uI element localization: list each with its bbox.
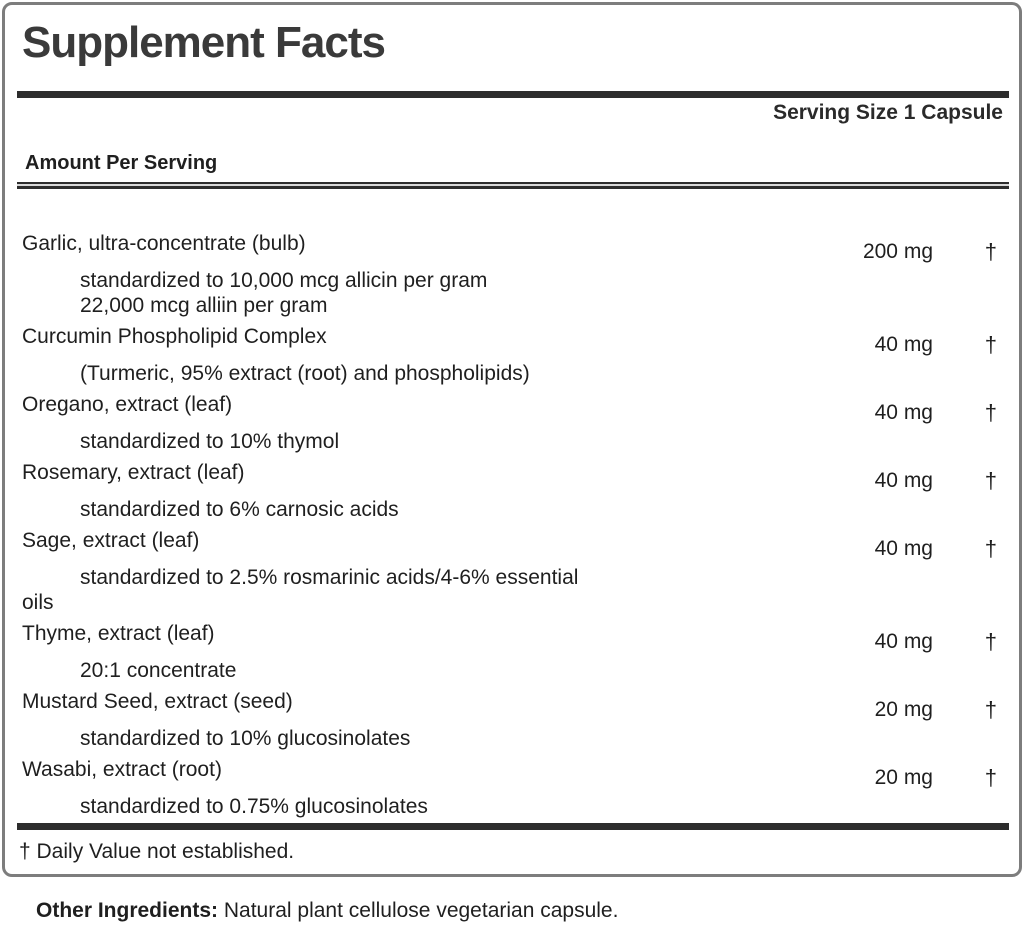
daily-value-dagger: † [984, 239, 997, 264]
daily-value-dagger: † [984, 468, 997, 493]
ingredient-detail: standardized to 0.75% glucosinolates [80, 795, 428, 818]
supplement-facts-panel: Supplement Facts Serving Size 1 Capsule … [2, 2, 1022, 877]
ingredient-name: Sage, extract (leaf) [22, 529, 200, 552]
ingredient-name: Wasabi, extract (root) [22, 758, 222, 781]
daily-value-dagger: † [984, 629, 997, 654]
ingredient-detail: 20:1 concentrate [80, 659, 237, 682]
ingredient-amount: 40 mg [874, 469, 933, 492]
ingredient-detail: standardized to 10,000 mcg allicin per g… [80, 269, 488, 292]
ingredient-detail: (Turmeric, 95% extract (root) and phosph… [80, 362, 530, 385]
divider-thick-top [17, 91, 1009, 98]
ingredient-row: Mustard Seed, extract (seed) 20 mg † [22, 687, 1009, 722]
other-ingredients-label: Other Ingredients: [36, 899, 219, 922]
ingredient-name: Thyme, extract (leaf) [22, 622, 215, 645]
ingredient-detail: standardized to 6% carnosic acids [80, 498, 399, 521]
serving-size: Serving Size 1 Capsule [773, 101, 1003, 124]
ingredient-amount: 40 mg [874, 333, 933, 356]
divider-double-rule [17, 182, 1009, 189]
ingredient-name: Rosemary, extract (leaf) [22, 461, 245, 484]
ingredient-detail: oils [22, 591, 54, 614]
ingredient-list: Garlic, ultra-concentrate (bulb) 200 mg † s… [17, 189, 1009, 819]
ingredient-detail: 22,000 mcg alliin per gram [80, 294, 328, 317]
daily-value-dagger: † [984, 536, 997, 561]
ingredient-row: Wasabi, extract (root) 20 mg † [22, 755, 1009, 790]
other-ingredients-line: Other Ingredients: Natural plant cellulo… [36, 897, 1024, 925]
daily-value-dagger: † [984, 765, 997, 790]
ingredient-amount: 200 mg [862, 240, 933, 263]
panel-title: Supplement Facts [22, 18, 386, 67]
ingredient-amount: 40 mg [874, 630, 933, 653]
ingredient-detail: standardized to 10% glucosinolates [80, 727, 411, 750]
ingredient-row: Sage, extract (leaf) 40 mg † [22, 526, 1009, 561]
ingredient-name: Curcumin Phospholipid Complex [22, 325, 327, 348]
ingredient-row: Rosemary, extract (leaf) 40 mg † [22, 458, 1009, 493]
daily-value-dagger: † [984, 332, 997, 357]
divider-thick-bottom [17, 823, 1009, 830]
ingredient-amount: 40 mg [874, 537, 933, 560]
amount-per-serving-header: Amount Per Serving [25, 152, 218, 174]
ingredient-amount: 40 mg [874, 401, 933, 424]
daily-value-dagger: † [984, 697, 997, 722]
ingredient-row: Garlic, ultra-concentrate (bulb) 200 mg † [22, 229, 1009, 264]
ingredient-name: Garlic, ultra-concentrate (bulb) [22, 232, 306, 255]
ingredient-detail: standardized to 2.5% rosmarinic acids/4-… [80, 566, 579, 589]
ingredient-amount: 20 mg [874, 698, 933, 721]
ingredient-row: Curcumin Phospholipid Complex 40 mg † [22, 322, 1009, 357]
ingredient-name: Mustard Seed, extract (seed) [22, 690, 293, 713]
daily-value-dagger: † [984, 400, 997, 425]
daily-value-footnote: † Daily Value not established. [19, 840, 295, 863]
ingredient-detail: standardized to 10% thymol [80, 430, 340, 453]
ingredient-row: Thyme, extract (leaf) 40 mg † [22, 619, 1009, 654]
ingredient-name: Oregano, extract (leaf) [22, 393, 233, 416]
ingredient-row: Oregano, extract (leaf) 40 mg † [22, 390, 1009, 425]
other-ingredients-text: Natural plant cellulose vegetarian capsu… [218, 899, 619, 922]
ingredient-amount: 20 mg [874, 766, 933, 789]
